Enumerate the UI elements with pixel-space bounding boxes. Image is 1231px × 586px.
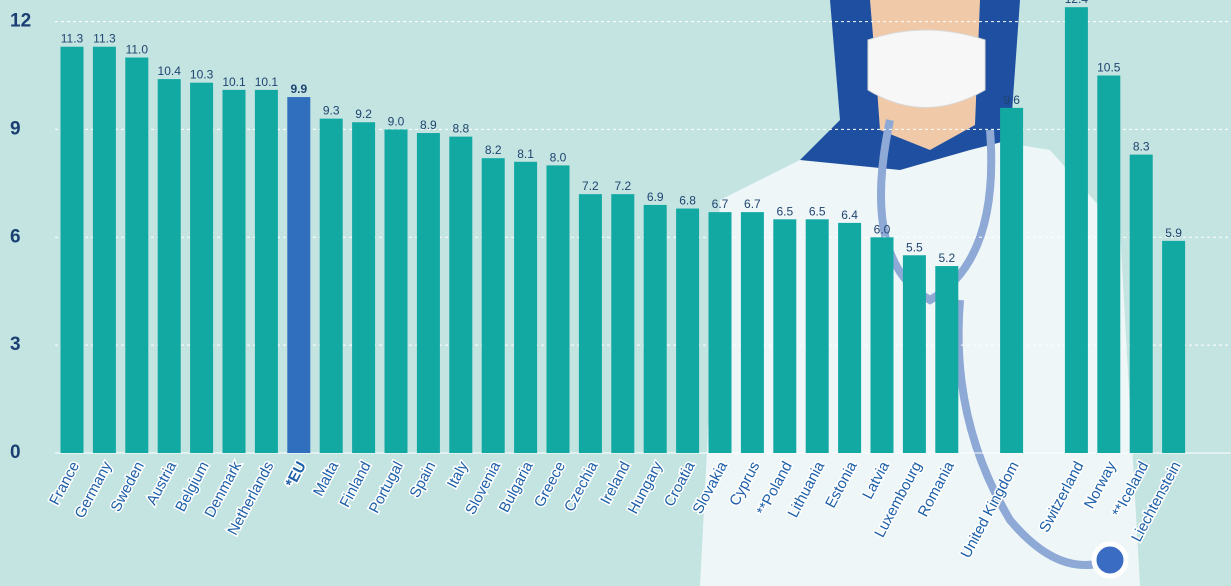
value-label: 10.4 (158, 64, 182, 78)
bar (1130, 155, 1153, 453)
value-label: 8.1 (517, 147, 534, 161)
value-label: 9.9 (290, 82, 307, 96)
bar (1000, 108, 1023, 453)
value-label: 5.5 (906, 240, 923, 254)
bar (514, 162, 537, 453)
value-label: 8.3 (1133, 140, 1150, 154)
bar (482, 158, 505, 453)
y-tick-label: 0 (10, 442, 21, 463)
bar (352, 122, 375, 453)
bar (125, 58, 148, 453)
value-label: 6.0 (874, 222, 891, 236)
value-label: 7.2 (582, 179, 599, 193)
bar (61, 47, 84, 453)
value-label: 6.4 (841, 208, 858, 222)
chart: 03691211.3France11.3Germany11.0Sweden10.… (0, 0, 1231, 586)
value-label: 6.7 (744, 197, 761, 211)
bar (158, 79, 181, 453)
value-label: 5.9 (1165, 226, 1182, 240)
value-label: 12.4 (1065, 0, 1089, 6)
bar (773, 219, 796, 453)
value-label: 7.2 (614, 179, 631, 193)
value-label: 8.8 (452, 122, 469, 136)
value-label: 6.8 (679, 194, 696, 208)
value-label: 8.2 (485, 143, 502, 157)
bar (190, 83, 213, 453)
bar (709, 212, 732, 453)
value-label: 5.2 (938, 251, 955, 265)
value-label: 6.5 (776, 204, 793, 218)
bar (806, 219, 829, 453)
value-label: 10.3 (190, 68, 214, 82)
bar (1097, 76, 1120, 454)
value-label: 11.0 (126, 43, 149, 57)
bar (1162, 241, 1185, 453)
bar (838, 223, 861, 453)
bar (93, 47, 116, 453)
bar (417, 133, 440, 453)
bar (320, 119, 343, 453)
bar (676, 209, 699, 453)
bar (871, 237, 894, 453)
y-tick-label: 9 (10, 118, 21, 139)
value-label: 11.3 (93, 32, 116, 46)
value-label: 6.5 (809, 204, 826, 218)
y-tick-label: 3 (10, 334, 21, 355)
value-label: 8.0 (550, 150, 567, 164)
value-label: 9.0 (388, 114, 405, 128)
y-tick-label: 6 (10, 226, 21, 247)
bar (547, 165, 570, 453)
value-label: 9.2 (355, 107, 372, 121)
bar (935, 266, 958, 453)
bar (287, 97, 310, 453)
value-label: 9.3 (323, 104, 340, 118)
value-label: 6.7 (712, 197, 729, 211)
bar (223, 90, 246, 453)
bar (579, 194, 602, 453)
y-tick-label: 12 (10, 11, 31, 32)
bar (741, 212, 764, 453)
bar (255, 90, 278, 453)
bar (903, 255, 926, 453)
value-label: 10.1 (255, 75, 279, 89)
value-label: 10.5 (1097, 61, 1121, 75)
value-label: 6.9 (647, 190, 664, 204)
value-label: 8.9 (420, 118, 437, 132)
bar (1065, 7, 1088, 453)
bar (644, 205, 667, 453)
value-label: 10.1 (222, 75, 246, 89)
value-label: 11.3 (61, 32, 84, 46)
bar (611, 194, 634, 453)
value-label: 9.6 (1003, 93, 1020, 107)
bar (449, 137, 472, 453)
bar (385, 129, 408, 453)
